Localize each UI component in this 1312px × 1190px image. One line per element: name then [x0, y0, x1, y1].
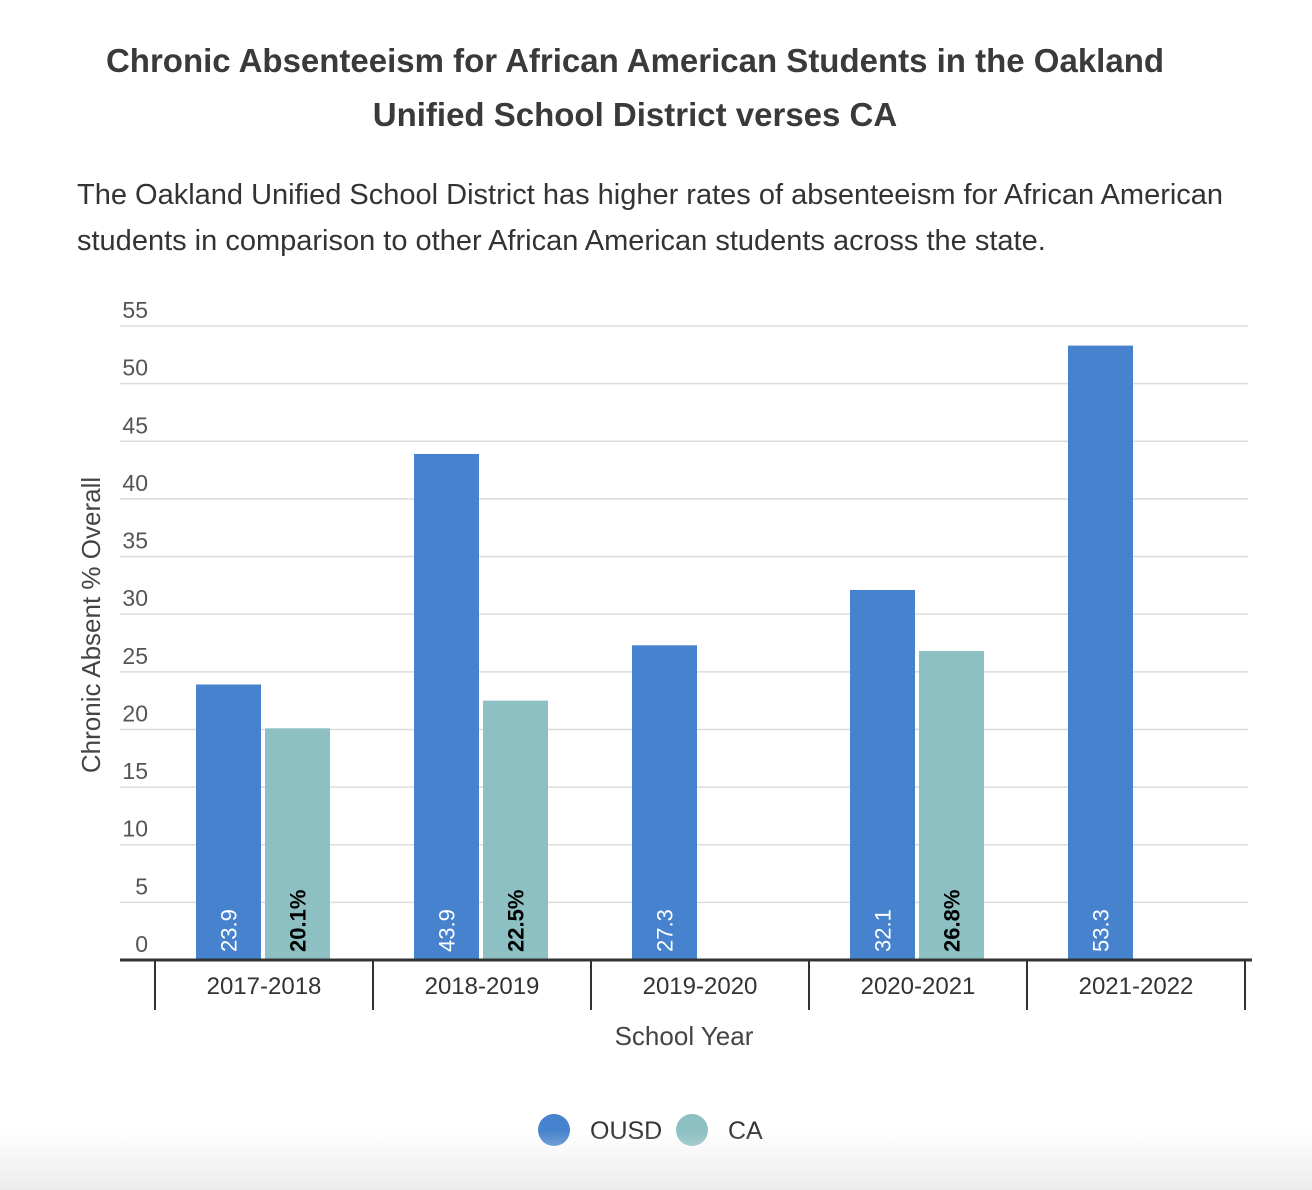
y-tick-label: 15 [122, 758, 148, 784]
bar-ca [919, 651, 984, 960]
y-tick-label: 40 [122, 470, 148, 496]
data-label: 53.3 [1089, 909, 1114, 952]
y-tick-label: 20 [122, 700, 148, 726]
y-tick-label: 10 [122, 816, 148, 842]
data-label: 32.1 [871, 909, 896, 952]
bar-ca [265, 728, 330, 960]
bar-ousd [632, 645, 697, 960]
chart-title: Chronic Absenteeism for African American… [105, 42, 1165, 133]
y-tick-label: 45 [122, 412, 148, 438]
x-tick-label: 2020-2021 [861, 973, 976, 1000]
y-tick-label: 50 [122, 355, 148, 381]
y-tick-label: 5 [135, 873, 148, 899]
bar-ousd [414, 453, 479, 960]
y-tick-label: 35 [122, 528, 148, 554]
y-tick-label: 0 [135, 931, 148, 957]
data-label: 20.1% [286, 890, 311, 952]
data-label: 43.9 [435, 909, 460, 952]
chart-subtitle: The Oakland Unified School District has … [77, 179, 1224, 257]
data-label: 26.8% [940, 890, 965, 952]
x-tick-label: 2018-2019 [425, 973, 540, 1000]
y-tick-label: 25 [122, 643, 148, 669]
bottom-fade [0, 1130, 1312, 1190]
y-axis-title: Chronic Absent % Overall [76, 477, 106, 773]
bar-ousd [850, 589, 915, 960]
data-label: 27.3 [653, 909, 678, 952]
x-axis-title: School Year [615, 1021, 754, 1051]
x-tick-label: 2021-2022 [1079, 973, 1194, 1000]
bar-ca [483, 700, 548, 960]
data-label: 23.9 [217, 909, 242, 952]
bar-ousd [196, 684, 261, 960]
data-label: 22.5% [504, 890, 529, 952]
y-tick-label: 30 [122, 585, 148, 611]
x-tick-label: 2017-2018 [207, 973, 322, 1000]
bar-ousd [1068, 345, 1133, 960]
y-tick-label: 55 [122, 297, 148, 323]
x-tick-label: 2019-2020 [643, 973, 758, 1000]
